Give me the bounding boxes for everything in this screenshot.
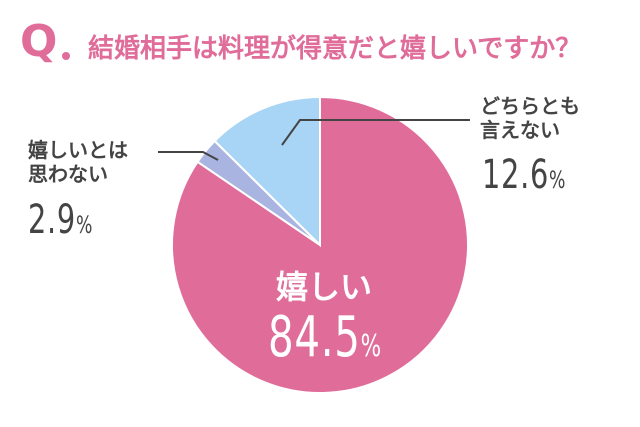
label-line: 言えない [480,118,560,142]
value-unit: % [549,166,567,194]
leader-line-dochira-tomo-ienai [281,119,470,146]
label-ureshii: 嬉しい [276,268,373,306]
value-number: 2.9 [28,197,76,243]
question-mark-q: Q [20,16,58,67]
pie-slice-dochira-tomo-ienai [213,95,321,248]
value-number: 12.6 [482,152,550,198]
label-dochira-tomo-ienai: どちらとも 言えない [480,94,580,142]
label-line: どちらとも [480,94,580,118]
label-line: 嬉しいとは [28,138,128,162]
value-unit: % [360,329,382,364]
question-dot [62,52,70,60]
leader-line-ureshii-towa-omowanai [158,151,219,161]
value-ureshii-towa-omowanai: 2.9% [28,200,93,245]
value-ureshii: 84.5% [268,310,382,375]
value-unit: % [75,211,94,239]
chart-title: 結婚相手は料理が得意だと嬉しいですか？ [88,34,582,64]
label-line: 思わない [28,162,108,186]
value-number: 84.5 [268,305,361,370]
value-dochira-tomo-ienai: 12.6% [482,155,566,200]
label-ureshii-towa-omowanai: 嬉しいとは 思わない [28,138,128,186]
